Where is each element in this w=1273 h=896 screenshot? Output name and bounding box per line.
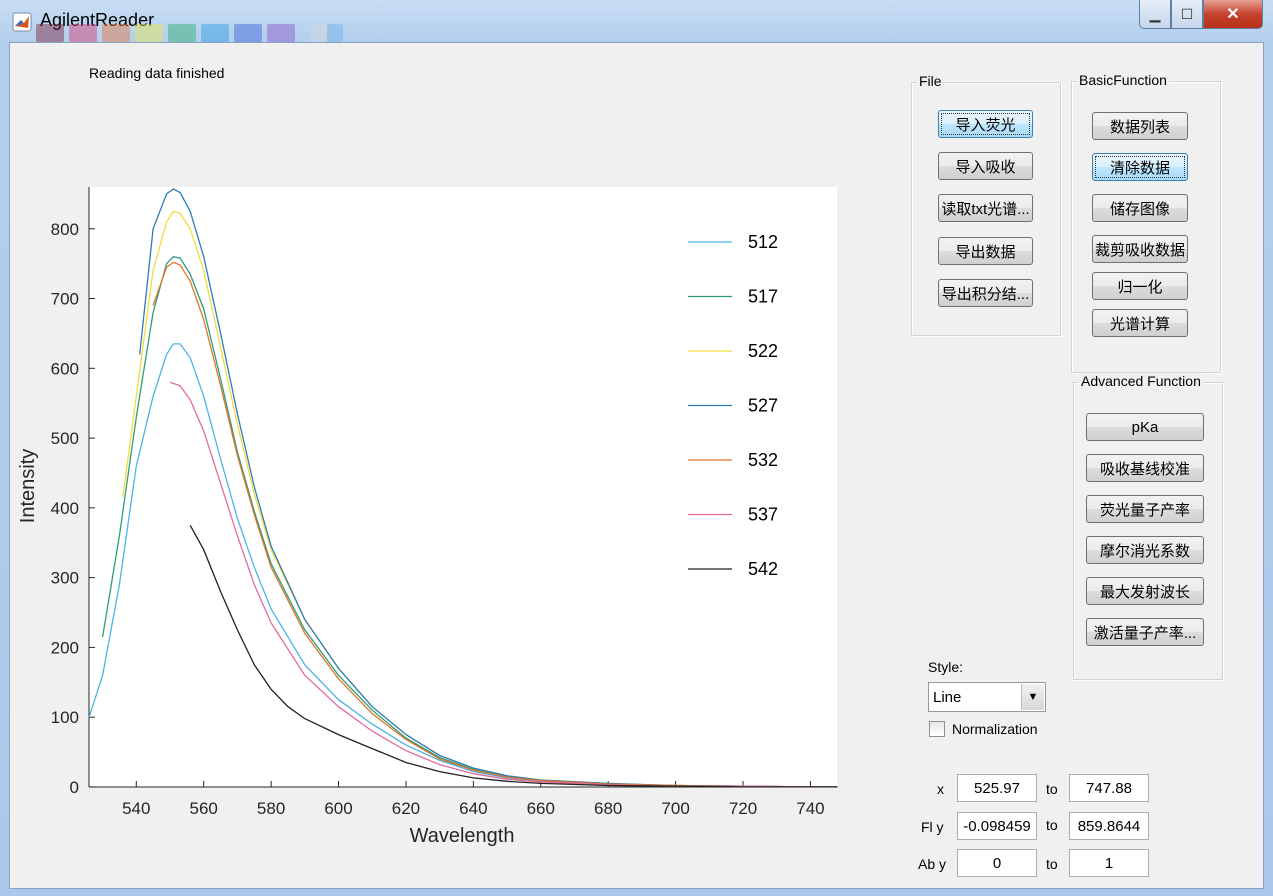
title-swatch <box>102 24 130 42</box>
x-tick-label: 720 <box>729 799 757 818</box>
legend-label-522: 522 <box>748 341 778 361</box>
legend-label-532: 532 <box>748 450 778 470</box>
x-tick-label: 540 <box>122 799 150 818</box>
pka-button[interactable]: pKa <box>1086 413 1204 441</box>
import-absorption-button[interactable]: 导入吸收 <box>938 152 1033 180</box>
save-image-button[interactable]: 储存图像 <box>1092 194 1188 222</box>
normalize-button[interactable]: 归一化 <box>1092 272 1188 300</box>
maximize-button[interactable]: ☐ <box>1171 0 1203 29</box>
aby-to-label: to <box>1046 856 1058 872</box>
x-from-field[interactable]: 525.97 <box>957 774 1037 802</box>
x-tick-label: 620 <box>392 799 420 818</box>
y-tick-label: 300 <box>51 569 79 588</box>
aby-from-field[interactable]: 0 <box>957 849 1037 877</box>
advanced-function-title: Advanced Function <box>1079 373 1203 389</box>
x-tick-label: 580 <box>257 799 285 818</box>
x-tick-label: 560 <box>190 799 218 818</box>
max-emission-wavelength-button[interactable]: 最大发射波长 <box>1086 577 1204 605</box>
style-dropdown-value: Line <box>933 689 962 706</box>
title-swatch <box>201 24 229 42</box>
maximize-icon: ☐ <box>1180 5 1194 22</box>
fluorescence-quantum-yield-button[interactable]: 荧光量子产率 <box>1086 495 1204 523</box>
x-tick-label: 700 <box>661 799 689 818</box>
x-to-label: to <box>1046 781 1058 797</box>
minimize-button[interactable]: ▁ <box>1139 0 1171 29</box>
y-tick-label: 700 <box>51 290 79 309</box>
spectrum-calc-button[interactable]: 光谱计算 <box>1092 309 1188 337</box>
y-tick-label: 500 <box>51 429 79 448</box>
title-swatch <box>168 24 196 42</box>
legend-label-537: 537 <box>748 505 778 525</box>
activation-quantum-yield-button[interactable]: 激活量子产率... <box>1086 618 1204 646</box>
plot-area <box>89 187 837 787</box>
series-line-532[interactable] <box>152 261 838 788</box>
y-axis-label: Intensity <box>17 449 39 523</box>
x-tick-label: 660 <box>527 799 555 818</box>
spectrum-plot[interactable]: 540 560 580 600 620 640 660 680 700 720 740 0 100 200… <box>10 43 850 863</box>
x-range-label: x <box>937 781 944 797</box>
aby-to-field[interactable]: 1 <box>1069 849 1149 877</box>
client-area: Reading data finished 540 560 580 600 620 640… <box>9 42 1264 889</box>
import-fluorescence-button[interactable]: 导入荧光 <box>938 110 1033 138</box>
chevron-down-icon[interactable]: ▼ <box>1021 684 1044 710</box>
style-dropdown[interactable]: Line ▼ <box>928 682 1046 712</box>
normalization-label[interactable]: Normalization <box>952 721 1038 737</box>
crop-absorption-button[interactable]: 裁剪吸收数据 <box>1092 235 1188 263</box>
x-tick-label: 680 <box>594 799 622 818</box>
y-tick-label: 0 <box>70 778 79 797</box>
molar-extinction-button[interactable]: 摩尔消光系数 <box>1086 536 1204 564</box>
title-swatch <box>69 24 97 42</box>
export-integral-button[interactable]: 导出积分结... <box>938 279 1033 307</box>
x-tick-label: 740 <box>796 799 824 818</box>
close-button[interactable]: ✕ <box>1203 0 1263 29</box>
legend-label-517: 517 <box>748 287 778 307</box>
close-icon: ✕ <box>1226 6 1240 23</box>
title-swatch <box>135 24 163 42</box>
fly-to-field[interactable]: 859.8644 <box>1069 812 1149 840</box>
status-text: Reading data finished <box>89 65 225 81</box>
y-tick-label: 100 <box>51 708 79 727</box>
style-label: Style: <box>928 659 964 675</box>
file-panel-title: File <box>917 73 944 89</box>
y-tick-label: 600 <box>51 359 79 378</box>
fly-to-label: to <box>1046 817 1058 833</box>
clear-data-button[interactable]: 清除数据 <box>1092 153 1188 181</box>
title-swatch <box>36 24 64 42</box>
series-line-542[interactable] <box>189 524 838 788</box>
fly-from-field[interactable]: -0.098459 <box>957 812 1037 840</box>
y-tick-label: 400 <box>51 499 79 518</box>
title-swatch <box>267 24 295 42</box>
export-data-button[interactable]: 导出数据 <box>938 237 1033 265</box>
x-to-field[interactable]: 747.88 <box>1069 774 1149 802</box>
title-color-swatches <box>36 24 366 42</box>
x-axis-label: Wavelength <box>410 825 515 847</box>
basic-function-panel: BasicFunction <box>1071 72 1221 373</box>
legend-label-527: 527 <box>748 396 778 416</box>
window-title: AgilentReader <box>40 10 155 30</box>
y-tick-label: 200 <box>51 638 79 657</box>
x-tick-label: 600 <box>324 799 352 818</box>
fly-range-label: Fl y <box>921 819 944 835</box>
title-swatch <box>327 24 343 42</box>
title-bar[interactable]: AgilentReader ▁ ☐ ✕ <box>0 0 1273 42</box>
read-txt-spectrum-button[interactable]: 读取txt光谱... <box>938 194 1033 222</box>
normalization-checkbox[interactable] <box>929 721 945 737</box>
minimize-icon: ▁ <box>1149 5 1161 22</box>
file-panel: File <box>911 73 1061 336</box>
advanced-function-panel: Advanced Function <box>1073 373 1223 680</box>
aby-range-label: Ab y <box>918 856 947 872</box>
legend-label-542: 542 <box>748 559 778 579</box>
title-swatch <box>311 24 327 42</box>
y-tick-label: 800 <box>51 220 79 239</box>
absorption-baseline-button[interactable]: 吸收基线校准 <box>1086 454 1204 482</box>
title-swatch <box>234 24 262 42</box>
data-list-button[interactable]: 数据列表 <box>1092 112 1188 140</box>
legend-label-512: 512 <box>748 232 778 252</box>
matlab-logo-icon <box>12 12 32 32</box>
x-tick-label: 640 <box>459 799 487 818</box>
basic-function-title: BasicFunction <box>1077 72 1169 88</box>
